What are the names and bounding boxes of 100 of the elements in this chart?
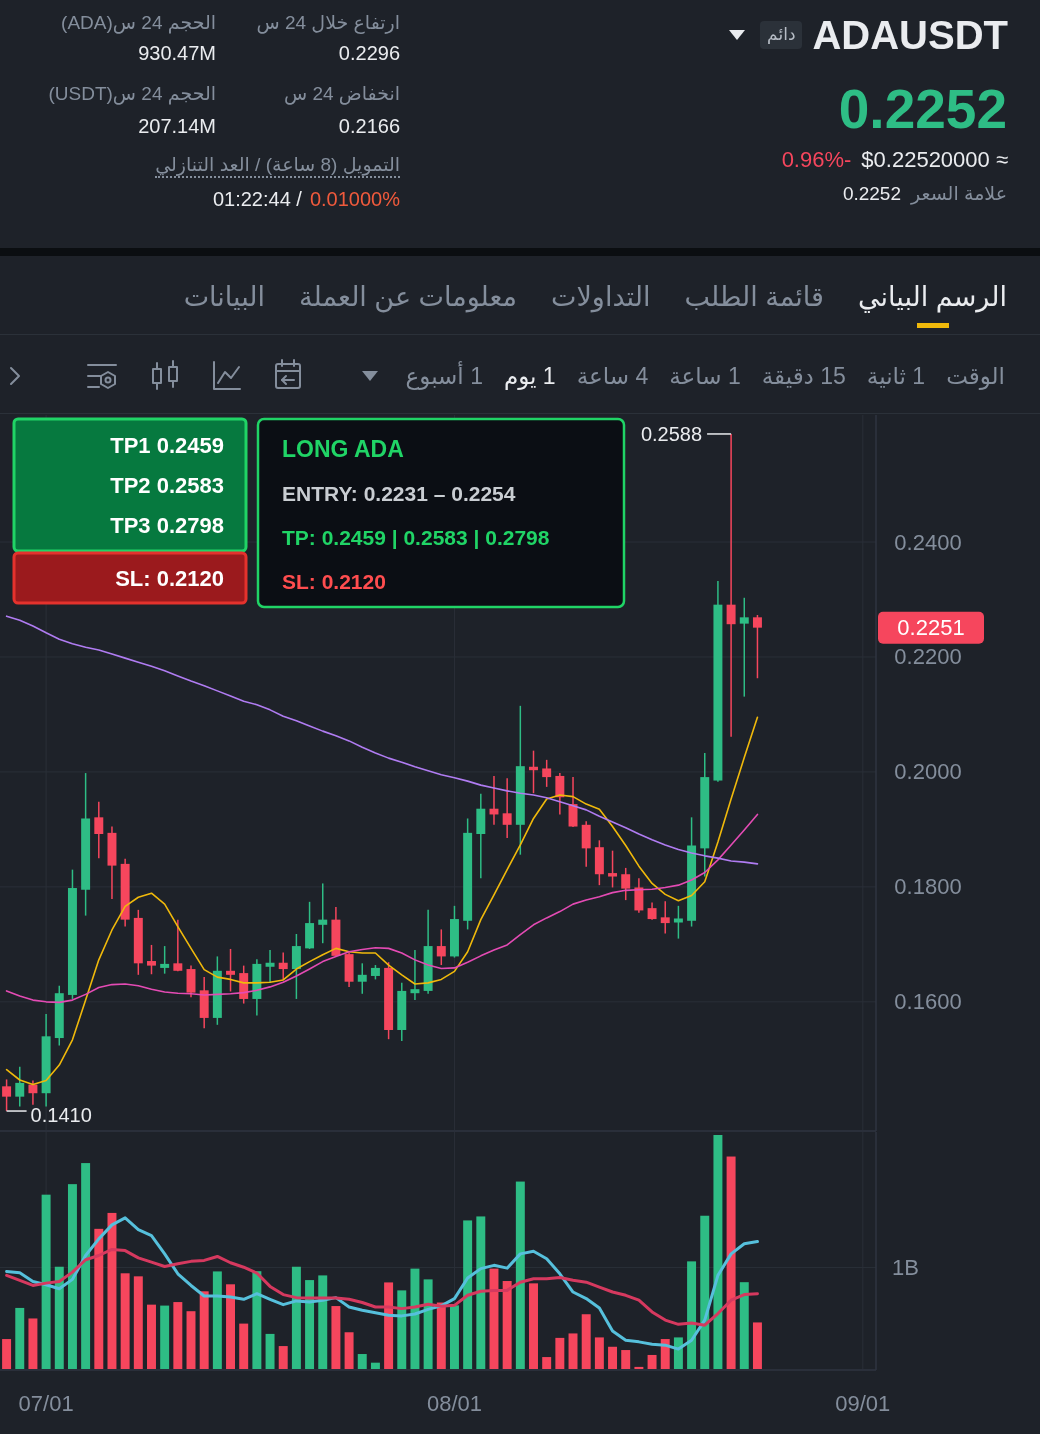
candlestick [291,933,301,1000]
bar [331,1306,341,1369]
bar [291,1266,301,1369]
text: انخفاض 24 س [283,81,400,105]
text: البيانات [183,281,266,313]
bar [252,1271,262,1369]
text: الوقت [946,362,1005,390]
text: معلومات عن العملة [299,281,518,313]
candlestick [226,948,236,993]
bar [449,1305,459,1369]
bar [305,1280,315,1369]
bar [502,1281,512,1369]
text: 930.47M [138,41,216,65]
bar [107,1212,117,1369]
bar [120,1273,130,1369]
text: 4 ساعة [576,362,649,390]
text: 0.2166 [338,114,400,138]
text: ارتفاع خلال 24 س [256,10,400,34]
text: التمويل (8 ساعة) / العد التنازلي [155,152,400,178]
bar [529,1283,538,1369]
bar [15,1307,25,1369]
line-series [5,615,759,865]
bar [147,1304,156,1369]
bar [568,1333,578,1369]
text: 0.2251 [897,615,965,641]
line-series [5,813,759,1004]
bar [318,1275,328,1369]
bar [700,1215,710,1369]
bar [647,1354,657,1369]
bar [713,1135,723,1369]
candlestick [357,962,367,995]
text: 1 أسبوع [405,362,483,390]
candlestick [436,928,446,966]
bar [186,1311,196,1369]
bar [81,1163,91,1369]
annotation: 0.1410 [30,1104,92,1127]
bar [133,1276,143,1369]
bar [687,1261,697,1369]
x-tick-label: 09/01 [835,1390,891,1416]
bar [423,1279,433,1369]
text: 0.01000% [309,187,400,211]
text: ADAUSDT [812,12,1008,59]
bar [344,1332,354,1369]
candlestick [186,964,196,998]
bar [515,1181,525,1369]
annotation: SL: 0.2120 [115,565,224,591]
bar [41,1194,51,1369]
candlestick [634,877,644,914]
text: التداولات [551,281,651,313]
candlestick [660,900,670,935]
candlestick [621,867,631,901]
text: 1 يوم [503,362,556,390]
text: ≈ $0.22520000 [861,147,1008,173]
candlestick [265,949,275,984]
bar [199,1291,209,1369]
candlestick [28,1079,38,1106]
bar [581,1314,591,1369]
annotation: LONG ADA [282,436,404,462]
bar [67,1184,77,1369]
text: / 01:22:44 [212,187,302,211]
candlestick [318,882,328,944]
bar [54,1266,64,1369]
x-tick-label: 07/01 [18,1390,74,1416]
bar [265,1333,275,1369]
text: دائم [760,21,803,49]
candlestick [542,759,552,788]
bar [476,1216,486,1369]
y-tick-label: 0.2400 [894,529,962,555]
candlestick [502,777,512,839]
candlestick [555,772,565,816]
text: الحجم 24 س(ADA) [61,10,216,34]
bar [94,1228,104,1369]
text: الحجم 24 س(USDT) [48,81,216,105]
text: علامة السعر [911,181,1007,205]
text: 15 دقيقة [761,362,846,390]
bar [239,1323,249,1369]
candlestick [2,1078,12,1112]
bar [594,1337,604,1369]
bar [370,1362,380,1369]
bar [410,1268,420,1369]
candlestick [410,949,420,1001]
candlestick [94,801,104,859]
annotation: SL: 0.2120 [282,569,386,593]
text: الرسم البياني [858,281,1007,313]
bar [278,1346,288,1369]
text: قائمة الطلب [684,281,824,313]
bar [463,1220,473,1369]
ref-line-label: 1B [892,1254,919,1280]
bar [226,1284,236,1369]
bar [608,1346,618,1369]
bar [357,1354,367,1369]
bar [739,1282,749,1369]
candlestick [278,951,288,981]
y-tick-label: 0.2000 [894,759,962,785]
annotation: TP3 0.2798 [110,512,224,538]
annotation: TP1 0.2459 [110,432,224,458]
text: 0.2296 [338,41,400,65]
candlestick [15,1066,25,1108]
bar [726,1156,736,1369]
bar [384,1282,394,1369]
